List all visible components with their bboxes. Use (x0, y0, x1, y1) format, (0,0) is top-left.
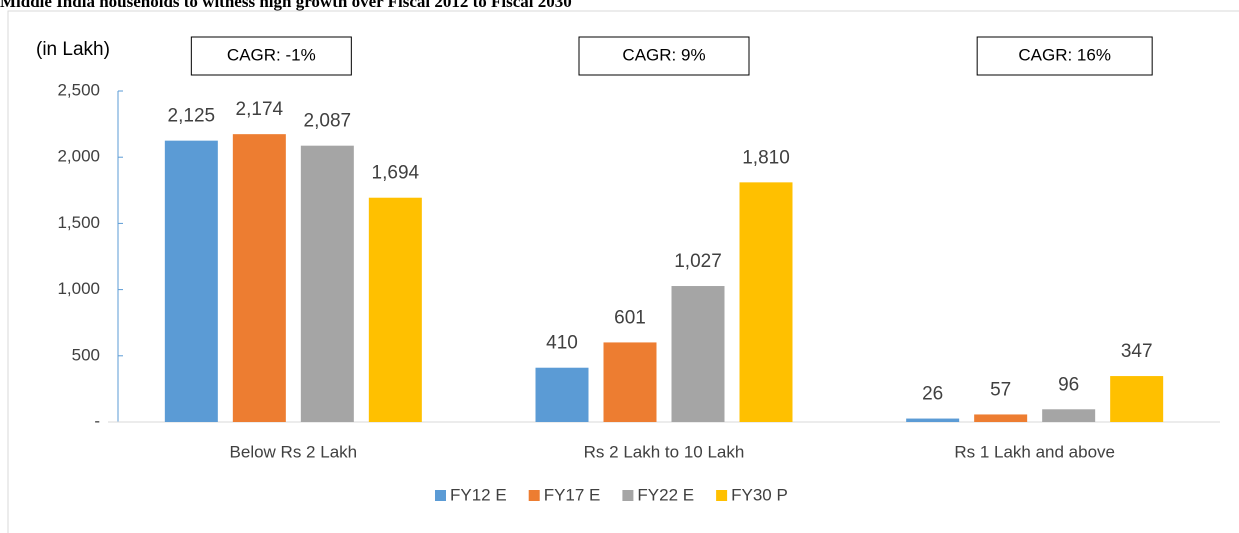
data-label: 57 (990, 379, 1011, 400)
legend-label: FY22 E (637, 485, 694, 504)
legend-swatch (716, 490, 728, 501)
legend-label: FY30 P (731, 485, 788, 504)
data-label: 2,087 (304, 111, 352, 132)
y-tick-label: 2,000 (57, 147, 100, 166)
data-label: 1,027 (674, 251, 722, 272)
legend-label: FY17 E (544, 485, 601, 504)
y-axis-label: (in Lakh) (36, 39, 110, 60)
y-tick-label: 1,500 (57, 213, 100, 232)
data-label: 96 (1058, 374, 1079, 395)
annotation: CAGR: 9% (622, 45, 705, 64)
annotation-box (976, 36, 1153, 76)
bar (368, 197, 422, 422)
y-tick-label: 2,500 (57, 80, 100, 99)
legend-swatch (622, 490, 634, 501)
data-label: 347 (1121, 341, 1153, 362)
data-label: 2,174 (236, 99, 284, 120)
y-tick-label: 1,000 (57, 279, 100, 298)
legend-swatch (528, 490, 540, 501)
x-tick-label: Rs 1 Lakh and above (954, 442, 1115, 461)
bar (739, 182, 793, 422)
bar (671, 286, 725, 422)
annotation: CAGR: 16% (1018, 45, 1111, 64)
bar (232, 134, 286, 422)
annotation-box (578, 36, 750, 76)
bar (300, 145, 354, 422)
data-label: 1,810 (742, 147, 790, 168)
chart-title: Middle India households to witness high … (0, 0, 572, 11)
y-tick-label: 500 (72, 345, 100, 364)
legend-swatch (435, 490, 446, 501)
legend-label: FY12 E (450, 485, 507, 504)
x-tick-label: Below Rs 2 Lakh (230, 442, 358, 461)
annotation-box (190, 36, 352, 76)
bar (1110, 376, 1164, 422)
data-label: 26 (922, 384, 943, 405)
data-label: 410 (546, 333, 578, 354)
bar (974, 414, 1028, 422)
data-label: 601 (614, 307, 646, 328)
bar (535, 367, 589, 422)
bar (603, 342, 657, 422)
bar (906, 418, 960, 422)
chart-border (7, 10, 1239, 533)
bar (1042, 409, 1096, 422)
x-tick-label: Rs 2 Lakh to 10 Lakh (584, 442, 745, 461)
data-label: 1,694 (372, 163, 420, 184)
data-label: 2,125 (168, 106, 216, 127)
annotation: CAGR: -1% (227, 45, 316, 64)
y-tick-label: - (94, 411, 100, 430)
bar (164, 140, 218, 422)
